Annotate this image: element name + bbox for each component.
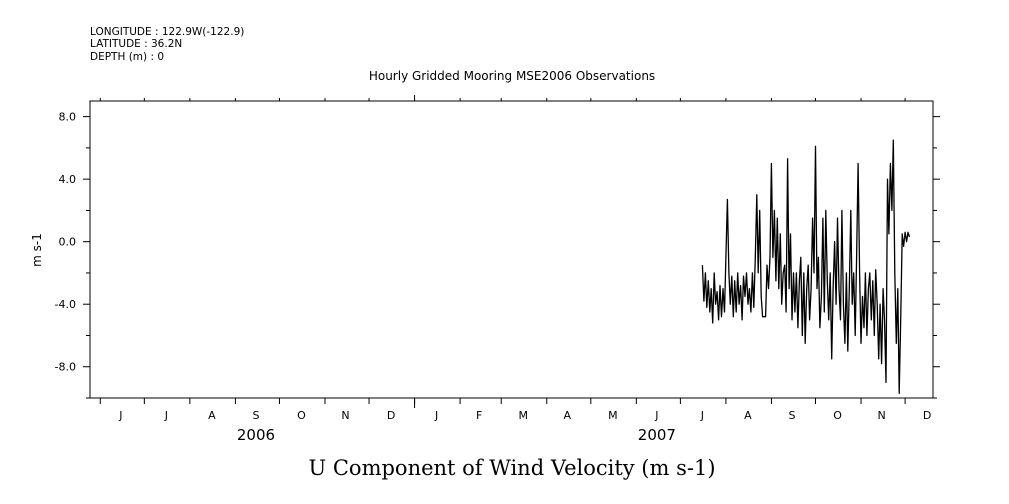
y-tick-label: -8.0 <box>55 361 76 374</box>
y-tick-labels: 8.0 4.0 0.0 -4.0 -8.0 <box>55 111 76 374</box>
x-month-label: A <box>564 409 572 422</box>
y-tick-label: 8.0 <box>59 111 77 124</box>
x-month-label: O <box>297 409 306 422</box>
x-month-label: F <box>476 409 482 422</box>
latitude-label: LATITUDE : 36.2N <box>90 38 182 50</box>
longitude-label: LONGITUDE : 122.9W(-122.9) <box>90 26 244 38</box>
x-year-label: 2007 <box>638 426 676 444</box>
x-month-label: A <box>744 409 752 422</box>
x-month-label: S <box>789 409 796 422</box>
x-month-label: M <box>518 409 528 422</box>
x-month-label: M <box>608 409 618 422</box>
chart-title: Hourly Gridded Mooring MSE2006 Observati… <box>369 69 655 83</box>
x-year-label: 2006 <box>237 426 275 444</box>
depth-label: DEPTH (m) : 0 <box>90 51 164 63</box>
x-month-label: D <box>387 409 395 422</box>
x-month-label: J <box>434 409 438 422</box>
x-month-label: N <box>877 409 885 422</box>
y-tick-label: 4.0 <box>59 173 77 186</box>
x-month-label: S <box>252 409 259 422</box>
y-tick-label: -4.0 <box>55 298 76 311</box>
x-month-label: J <box>700 409 704 422</box>
x-month-label: N <box>341 409 349 422</box>
y-tick-label: 0.0 <box>59 236 77 249</box>
axis-ticks <box>83 95 940 408</box>
x-month-label: J <box>654 409 658 422</box>
x-month-label: D <box>923 409 931 422</box>
series-group <box>701 139 911 394</box>
series-line <box>701 139 911 394</box>
y-axis-label: m s-1 <box>30 233 44 267</box>
x-year-labels: 2006 2007 <box>237 426 676 444</box>
plot-frame <box>89 100 934 399</box>
x-month-label: J <box>118 409 122 422</box>
x-month-label: J <box>164 409 168 422</box>
x-axis-title: U Component of Wind Velocity (m s-1) <box>308 456 715 480</box>
x-month-label: A <box>208 409 216 422</box>
x-month-label: O <box>833 409 842 422</box>
